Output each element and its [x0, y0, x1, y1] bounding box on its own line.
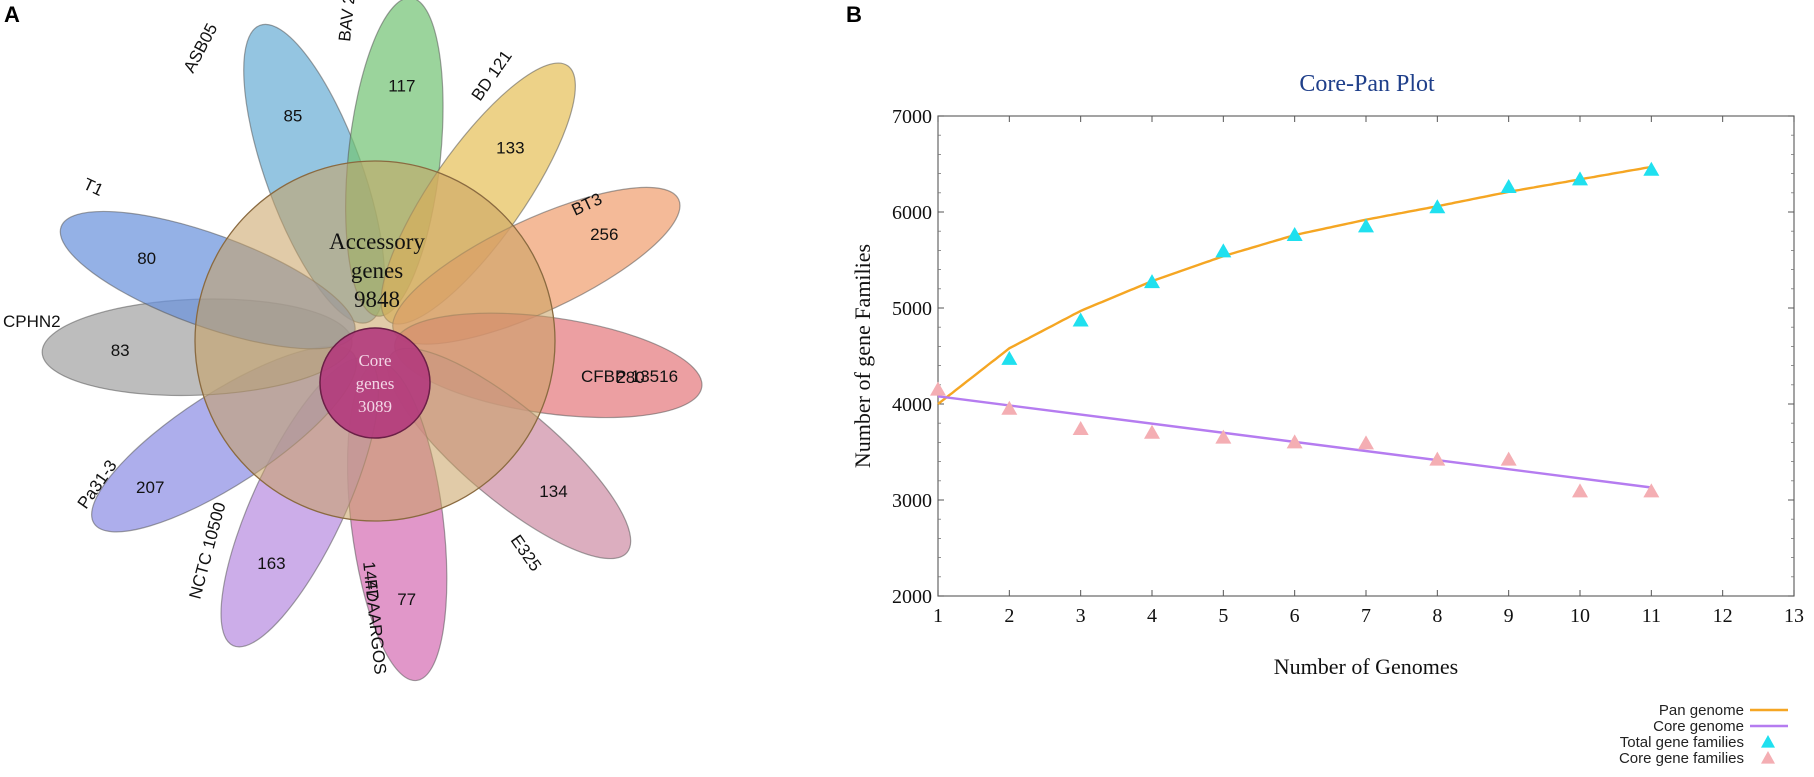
petal-value-cphn2: 83 — [111, 341, 130, 360]
petal-values: 85 117 133 256 280 134 77 163 207 83 80 — [111, 76, 645, 609]
petal-value-bav-2934: 117 — [388, 76, 415, 95]
petal-value-pa31-3: 207 — [136, 478, 164, 497]
petal-label-bav-2934: BAV 2934 — [335, 0, 362, 42]
plot-frame — [937, 115, 1795, 597]
series-layer — [930, 161, 1660, 498]
core-title-line2: genes — [356, 374, 395, 393]
core-title-line1: Core — [358, 351, 391, 370]
petal-value-bd-121: 133 — [496, 139, 524, 158]
point-total-gene-families-8 — [1429, 199, 1446, 214]
point-core-gene-families-6 — [1286, 434, 1303, 449]
core-genes-circle — [319, 327, 431, 439]
point-total-gene-families-7 — [1358, 218, 1374, 233]
legend-label-pan-genome: Pan genome — [1659, 702, 1744, 719]
petal-value-nctc-10500: 163 — [257, 554, 285, 573]
point-core-gene-families-9 — [1500, 451, 1517, 466]
x-tick-label-10: 10 — [1570, 605, 1590, 627]
y-tick-label-5000: 5000 — [892, 298, 932, 320]
point-total-gene-families-9 — [1500, 179, 1517, 194]
x-tick-label-5: 5 — [1218, 605, 1228, 627]
y-tick-label-7000: 7000 — [892, 106, 932, 128]
petal-value-cfbp-13516: 280 — [616, 368, 644, 387]
axes: 1 2 3 4 5 6 7 8 9 10 11 12 1320003000400050006000700… — [892, 106, 1804, 627]
y-axis-label: Number of gene Families — [850, 244, 875, 468]
point-total-gene-families-3 — [1072, 312, 1089, 327]
legend-swatch-total-gene-families — [1761, 735, 1775, 748]
x-tick-label-9: 9 — [1504, 605, 1514, 627]
core-count: 3089 — [358, 397, 392, 416]
x-axis-label: Number of Genomes — [1274, 654, 1459, 679]
point-total-gene-families-4 — [1144, 274, 1160, 289]
point-core-gene-families-4 — [1144, 424, 1160, 439]
x-tick-label-8: 8 — [1432, 605, 1442, 627]
x-tick-label-4: 4 — [1147, 605, 1157, 627]
point-core-gene-families-10 — [1572, 483, 1588, 498]
x-tick-label-6: 6 — [1290, 605, 1300, 627]
x-tick-label-2: 2 — [1004, 605, 1014, 627]
point-total-gene-families-11 — [1643, 161, 1660, 176]
point-core-gene-families-3 — [1072, 420, 1089, 435]
point-core-gene-families-11 — [1643, 483, 1660, 498]
petal-value-t1: 80 — [137, 249, 156, 268]
accessory-title-line1: Accessory — [329, 229, 425, 254]
point-core-gene-families-2 — [1001, 400, 1018, 415]
petal-label-t1: T1 — [80, 174, 106, 200]
legend-swatch-core-gene-families — [1761, 751, 1775, 764]
legend-label-total-gene-families: Total gene families — [1620, 734, 1744, 751]
petal-label-asb05: ASB05 — [180, 20, 222, 76]
petal-label-e325: E325 — [507, 531, 545, 574]
point-core-gene-families-8 — [1429, 451, 1446, 466]
point-core-gene-families-1 — [930, 381, 946, 396]
venn-flower-diagram: Accessory genes 9848 Core genes 3089 85 1… — [3, 0, 703, 682]
petal-label-cfbp-13516: CFBP 13516 — [581, 367, 678, 386]
y-tick-label-3000: 3000 — [892, 490, 932, 512]
point-total-gene-families-10 — [1572, 171, 1588, 186]
point-total-gene-families-5 — [1215, 243, 1232, 258]
y-tick-label-2000: 2000 — [892, 586, 932, 608]
accessory-title-line2: genes — [351, 258, 403, 283]
y-tick-label-4000: 4000 — [892, 394, 932, 416]
core-pan-plot: Core-Pan Plot 1 2 3 4 5 6 7 8 9 10 11 12 13200030004… — [850, 71, 1804, 767]
chart-title: Core-Pan Plot — [1299, 71, 1435, 97]
petal-label-cphn2: CPHN2 — [3, 312, 61, 331]
x-tick-label-3: 3 — [1076, 605, 1086, 627]
panel-b-label: B — [846, 2, 862, 27]
x-tick-label-1: 1 — [933, 605, 943, 627]
series-line-pan-genome — [937, 165, 1652, 405]
petal-value-bt3: 256 — [590, 225, 618, 244]
petal-label-nctc-10500: NCTC 10500 — [186, 500, 230, 601]
x-tick-label-13: 13 — [1784, 605, 1804, 627]
x-tick-label-7: 7 — [1361, 605, 1371, 627]
petal-value-e325: 134 — [539, 482, 567, 501]
panel-a-label: A — [4, 2, 20, 27]
legend-label-core-genome: Core genome — [1653, 718, 1744, 735]
y-tick-label-6000: 6000 — [892, 202, 932, 224]
point-total-gene-families-6 — [1286, 227, 1303, 242]
x-tick-label-12: 12 — [1713, 605, 1733, 627]
point-core-gene-families-5 — [1215, 429, 1232, 444]
point-core-gene-families-7 — [1358, 435, 1374, 450]
x-tick-label-11: 11 — [1642, 605, 1661, 627]
petal-value-asb05: 85 — [283, 106, 302, 125]
petal-label-fdaargos-1447-line2: 1447 — [359, 561, 382, 601]
point-total-gene-families-2 — [1001, 350, 1018, 365]
petal-value-fdaargos-1447: 77 — [397, 590, 416, 609]
legend-label-core-gene-families: Core gene families — [1619, 750, 1744, 767]
accessory-count: 9848 — [354, 287, 400, 312]
